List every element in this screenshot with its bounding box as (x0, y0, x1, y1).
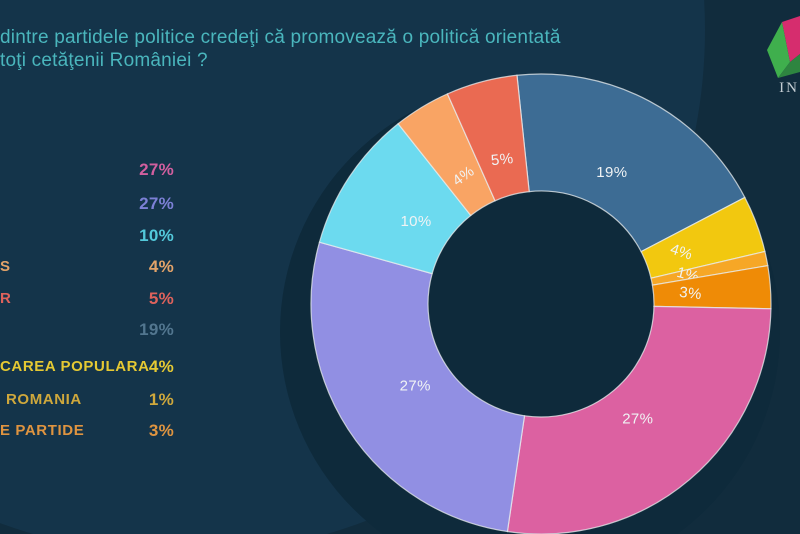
legend-label-fragment: CAREA POPULARA (0, 358, 150, 375)
donut-slice-label: 5% (490, 150, 514, 169)
legend-row: S 4% (0, 256, 174, 278)
donut-slice (446, 74, 530, 202)
legend-row: 19% (0, 319, 174, 341)
chart-title: dintre partidele politice credeţi că pro… (0, 26, 680, 72)
donut-slice (516, 73, 746, 253)
legend-value: 3% (148, 421, 174, 440)
chart-title-line2: toţi cetăţenii României ? (0, 50, 208, 71)
donut-slice-label: 4% (668, 241, 695, 264)
legend-value: 5% (148, 289, 174, 308)
legend-row: 27% (0, 159, 174, 181)
donut-slice-label: 27% (622, 411, 653, 428)
logo-cube-icon (767, 16, 800, 78)
donut-slice-label: 3% (678, 284, 702, 303)
legend-row: 10% (0, 225, 174, 247)
legend-value: 19% (139, 320, 174, 339)
donut-slice (310, 241, 526, 533)
legend-row: 27% (0, 193, 174, 215)
legend-value: 4% (148, 257, 174, 276)
legend-row: ROMANIA 1% (0, 389, 174, 411)
legend-row: CAREA POPULARA 4% (0, 356, 174, 378)
legend-value: 1% (148, 390, 174, 409)
donut-slice-label: 27% (400, 378, 431, 395)
chart-title-line1: dintre partidele politice credeţi că pro… (0, 27, 561, 48)
legend-label-fragment: ROMANIA (6, 391, 82, 408)
legend-row: E PARTIDE 3% (0, 420, 174, 442)
legend-label-fragment: E PARTIDE (0, 422, 85, 439)
legend-value: 4% (148, 357, 174, 376)
donut-slice-label: 10% (400, 213, 431, 230)
legend-value: 10% (139, 226, 174, 245)
legend: 27% 27% 10% S 4% R 5% 19% CAREA POPULARA 4% ROMANI… (0, 0, 200, 534)
donut-slice-label: 19% (596, 164, 627, 181)
legend-row: R 5% (0, 288, 174, 310)
legend-value: 27% (139, 160, 174, 179)
legend-value: 27% (139, 194, 174, 213)
legend-label-fragment: S (0, 258, 11, 275)
logo-text: IN (779, 80, 799, 96)
legend-label-fragment: R (0, 290, 12, 307)
logo: IN (754, 12, 800, 104)
